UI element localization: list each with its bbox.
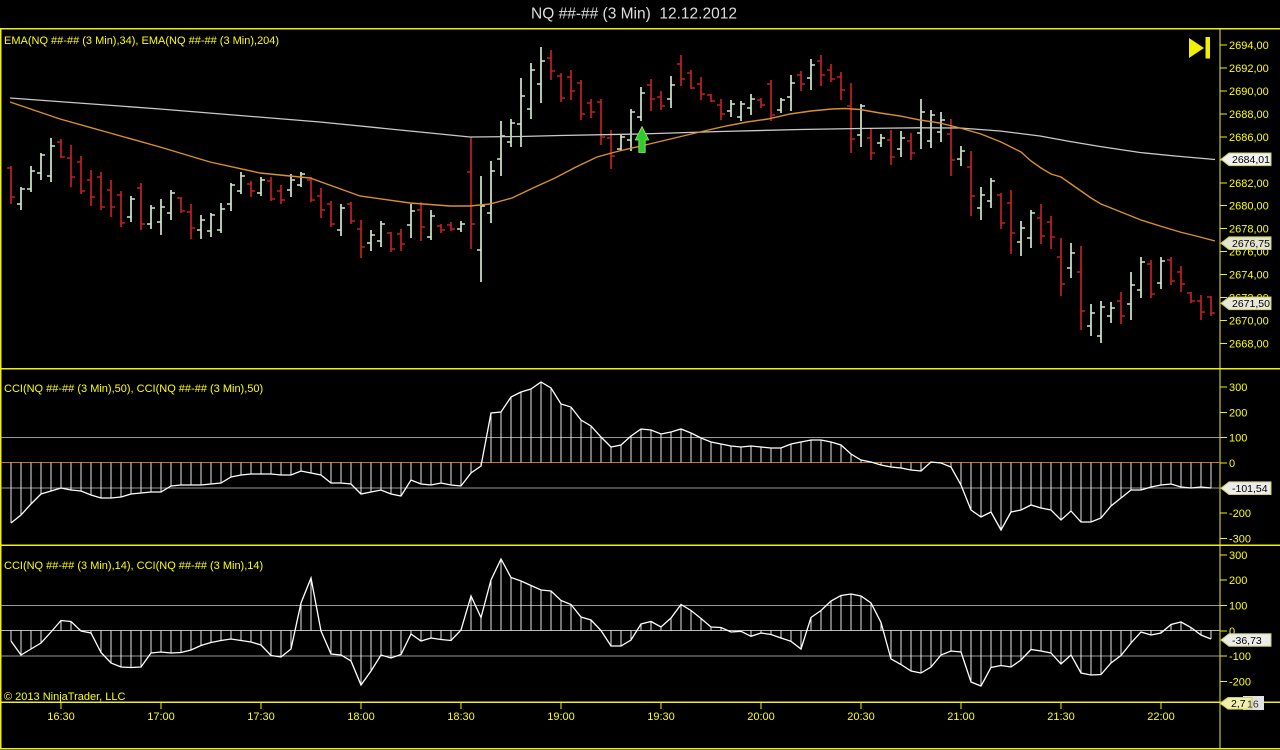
svg-text:2682,00: 2682,00	[1229, 178, 1269, 190]
svg-text:100: 100	[1229, 601, 1247, 613]
svg-text:19:00: 19:00	[547, 711, 575, 723]
svg-text:-200: -200	[1229, 508, 1251, 520]
svg-text:18:30: 18:30	[447, 711, 475, 723]
svg-text:2671,50: 2671,50	[1232, 298, 1270, 310]
svg-text:2680,00: 2680,00	[1229, 201, 1269, 213]
svg-text:2694,00: 2694,00	[1229, 40, 1269, 52]
svg-text:200: 200	[1229, 407, 1247, 419]
svg-text:2678,00: 2678,00	[1229, 224, 1269, 236]
svg-text:21:30: 21:30	[1047, 711, 1075, 723]
svg-text:200: 200	[1229, 575, 1247, 587]
svg-text:2684,01: 2684,01	[1232, 154, 1270, 166]
svg-text:2668,00: 2668,00	[1229, 339, 1269, 351]
svg-text:16:30: 16:30	[47, 711, 75, 723]
svg-text:-300: -300	[1229, 533, 1251, 545]
svg-text:20:00: 20:00	[747, 711, 775, 723]
svg-text:NQ ##-## (3 Min) 12.12.2012: NQ ##-## (3 Min) 12.12.2012	[531, 6, 737, 23]
svg-text:CCI(NQ ##-## (3 Min),50), CCI(: CCI(NQ ##-## (3 Min),50), CCI(NQ ##-## (…	[4, 383, 263, 395]
svg-text:100: 100	[1229, 433, 1247, 445]
svg-text:22:00: 22:00	[1147, 711, 1175, 723]
svg-text:-200: -200	[1229, 676, 1251, 688]
svg-text:17:30: 17:30	[247, 711, 275, 723]
svg-text:0: 0	[1229, 626, 1235, 638]
svg-text:0: 0	[1229, 458, 1235, 470]
svg-text:2692,00: 2692,00	[1229, 63, 1269, 75]
svg-text:-36,73: -36,73	[1232, 635, 1262, 647]
svg-text:300: 300	[1229, 550, 1247, 562]
svg-text:2670,00: 2670,00	[1229, 316, 1269, 328]
svg-text:18:00: 18:00	[347, 711, 375, 723]
svg-text:CCI(NQ ##-## (3 Min),14), CCI(: CCI(NQ ##-## (3 Min),14), CCI(NQ ##-## (…	[4, 560, 263, 572]
svg-text:-100: -100	[1229, 651, 1251, 663]
svg-text:2690,00: 2690,00	[1229, 86, 1269, 98]
svg-text:2,7: 2,7	[1231, 698, 1246, 710]
svg-text:© 2013 NinjaTrader, LLC: © 2013 NinjaTrader, LLC	[4, 691, 125, 703]
svg-text:2676,75: 2676,75	[1232, 238, 1270, 250]
svg-text:21:00: 21:00	[947, 711, 975, 723]
svg-text:EMA(NQ ##-## (3 Min),34), EMA(: EMA(NQ ##-## (3 Min),34), EMA(NQ ##-## (…	[4, 35, 279, 47]
svg-text:-101,54: -101,54	[1232, 483, 1268, 495]
svg-text:2688,00: 2688,00	[1229, 109, 1269, 121]
svg-text:16: 16	[1247, 699, 1259, 711]
svg-text:2674,00: 2674,00	[1229, 270, 1269, 282]
svg-text:2686,00: 2686,00	[1229, 132, 1269, 144]
svg-text:19:30: 19:30	[647, 711, 675, 723]
svg-text:20:30: 20:30	[847, 711, 875, 723]
svg-text:17:00: 17:00	[147, 711, 175, 723]
svg-text:300: 300	[1229, 382, 1247, 394]
